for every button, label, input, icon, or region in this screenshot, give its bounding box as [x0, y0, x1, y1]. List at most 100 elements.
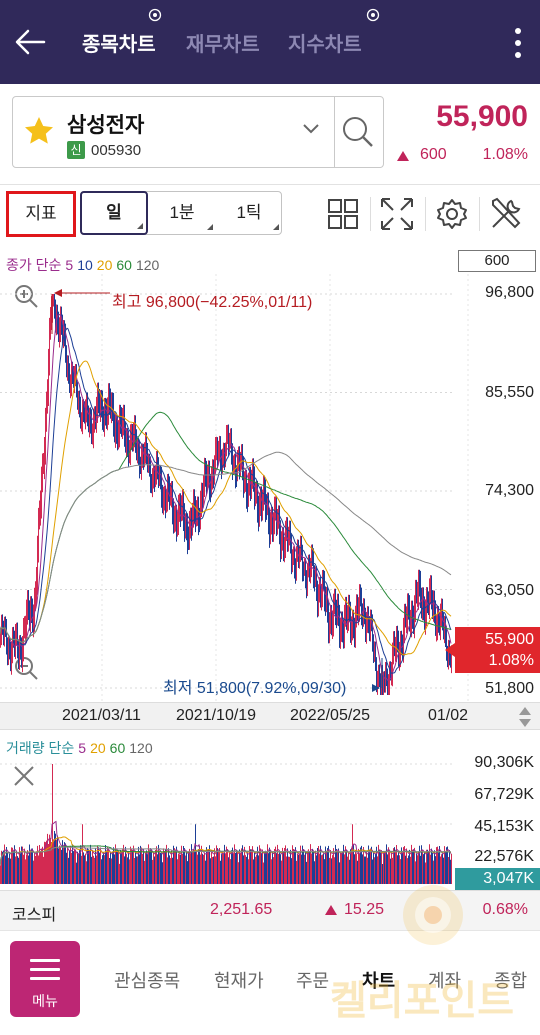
- price-change: 600: [420, 146, 447, 163]
- resize-arrows-icon[interactable]: [518, 706, 532, 728]
- high-marker-arrow: [54, 289, 62, 297]
- low-marker-arrow: [372, 684, 380, 692]
- volume-last-badge: 3,047K: [455, 868, 540, 890]
- nav-watchlist[interactable]: 관심종목: [114, 971, 181, 991]
- price-legend: 종가 단순 5 10 20 60 120: [6, 255, 163, 275]
- x-tick-label: 01/02: [428, 707, 469, 724]
- sync-badge-icon: [366, 8, 380, 22]
- moving-average-line: [0, 313, 452, 682]
- tab-financial-chart-label: 재무차트: [186, 34, 260, 56]
- legend-item: 10: [77, 257, 93, 273]
- kospi-name: 코스피: [12, 907, 57, 924]
- last-price-pct: 1.08%: [488, 652, 534, 669]
- kospi-value: 2,251.65: [210, 901, 273, 918]
- y-tick-label: 96,800: [485, 284, 534, 301]
- more-menu-icon[interactable]: [508, 26, 528, 60]
- volume-legend: 거래량 단순 5 20 60 120: [6, 738, 157, 758]
- hamburger-icon: [30, 959, 60, 986]
- legend-item: 60: [109, 740, 126, 756]
- chart-toolbar: 지표 일 1분 1틱: [0, 184, 540, 246]
- nav-overview[interactable]: 종합: [494, 971, 528, 991]
- vol-tick-label: 90,306K: [474, 754, 534, 771]
- tab-index-chart-label: 지수차트: [288, 34, 362, 56]
- low-annotation: 최저 51,800(7.92%,09/30): [163, 680, 347, 697]
- menu-button[interactable]: 메뉴: [10, 941, 80, 1017]
- divider: [334, 97, 335, 167]
- unit-box[interactable]: 600: [458, 250, 536, 272]
- top-bar: 종목차트 재무차트 지수차트: [0, 0, 540, 84]
- search-icon[interactable]: [341, 115, 375, 149]
- legend-item: 5: [78, 740, 87, 756]
- toolbar-divider: [425, 197, 426, 231]
- high-annotation: 최고 96,800(−42.25%,01/11): [112, 294, 313, 311]
- vol-tick-label: 67,729K: [474, 786, 534, 803]
- sync-badge-icon: [148, 8, 162, 22]
- kospi-change: 15.25: [344, 901, 385, 918]
- toolbar-divider: [479, 197, 480, 231]
- expand-icon[interactable]: [378, 195, 416, 233]
- legend-item: 60: [116, 257, 132, 273]
- tools-icon[interactable]: [487, 195, 525, 233]
- nav-current-price[interactable]: 현재가: [214, 971, 264, 991]
- period-1tick-label: 1틱: [236, 203, 262, 222]
- moving-average-line: [0, 327, 452, 674]
- stock-name: 삼성전자: [67, 114, 145, 137]
- up-triangle-icon: [397, 151, 409, 161]
- period-selector: 일 1분 1틱: [80, 191, 282, 235]
- nav-chart[interactable]: 차트: [362, 971, 396, 991]
- period-1tick-button[interactable]: 1틱: [216, 192, 282, 234]
- stock-info-bar: 삼성전자 신 005930: [0, 84, 540, 184]
- menu-label: 메뉴: [32, 993, 58, 1009]
- y-tick-label: 63,050: [485, 582, 534, 599]
- volume-average-line: [0, 846, 451, 866]
- legend-item: 20: [96, 257, 113, 273]
- vol-tick-label: 45,153K: [474, 818, 534, 835]
- stock-code: 005930: [91, 142, 142, 159]
- period-day-label: 일: [106, 203, 122, 222]
- tab-financial-chart[interactable]: 재무차트: [186, 28, 260, 57]
- up-triangle-icon: [325, 905, 337, 915]
- current-price: 55,900: [436, 100, 528, 133]
- last-price-badge: 55,900 1.08%: [445, 627, 540, 673]
- y-tick-label: 85,550: [485, 384, 534, 401]
- moving-average-line: [0, 360, 452, 656]
- x-tick-label: 2021/03/11: [62, 707, 141, 724]
- tab-index-chart[interactable]: 지수차트: [288, 8, 380, 57]
- volume-plot: [0, 763, 452, 884]
- moving-average-line: [0, 451, 452, 643]
- settings-gear-icon[interactable]: [433, 195, 471, 233]
- volume-chart[interactable]: 거래량 단순 5 20 60 120 90,306K 67,729K 45,153K 2…: [0, 730, 540, 890]
- tab-stock-chart[interactable]: 종목차트: [82, 8, 162, 57]
- legend-item: 종가 단순: [6, 257, 62, 273]
- last-price-value: 55,900: [485, 631, 534, 648]
- period-1min-button[interactable]: 1분: [148, 192, 216, 234]
- y-tick-label: 74,300: [485, 482, 534, 499]
- stock-selector[interactable]: 삼성전자 신 005930: [12, 96, 384, 168]
- period-day-button[interactable]: 일: [80, 191, 148, 235]
- tab-stock-chart-label: 종목차트: [82, 34, 156, 56]
- period-1min-label: 1분: [169, 203, 195, 222]
- kospi-bar[interactable]: 코스피 2,251.65 15.25 0.68%: [0, 890, 540, 930]
- nav-account[interactable]: 계좌: [428, 971, 462, 991]
- back-arrow-icon[interactable]: [12, 24, 48, 60]
- vol-tick-label: 22,576K: [474, 848, 534, 865]
- legend-item: 20: [90, 740, 106, 756]
- chevron-down-icon[interactable]: [303, 123, 319, 135]
- legend-item: 5: [65, 257, 74, 273]
- indicator-button[interactable]: 지표: [6, 191, 76, 237]
- price-change-pct: 1.08%: [482, 146, 528, 163]
- y-tick-label: 51,800: [485, 680, 534, 697]
- x-axis: 2021/03/11 2021/10/19 2022/05/25 01/02: [0, 702, 540, 730]
- x-tick-label: 2021/10/19: [176, 707, 257, 724]
- legend-item: 120: [129, 740, 153, 756]
- toolbar-divider: [370, 197, 371, 231]
- close-icon[interactable]: [12, 764, 36, 788]
- favorite-star-icon[interactable]: [23, 115, 55, 147]
- grid-layout-icon[interactable]: [324, 195, 362, 233]
- price-chart[interactable]: 종가 단순 5 10 20 60 120 600 96,800 85,550 74,300…: [0, 246, 540, 702]
- credit-badge: 신: [67, 141, 85, 159]
- bottom-nav: 메뉴 관심종목 현재가 주문 차트 계좌 종합: [0, 930, 540, 1035]
- nav-order[interactable]: 주문: [296, 971, 330, 991]
- kospi-change-pct: 0.68%: [482, 901, 528, 918]
